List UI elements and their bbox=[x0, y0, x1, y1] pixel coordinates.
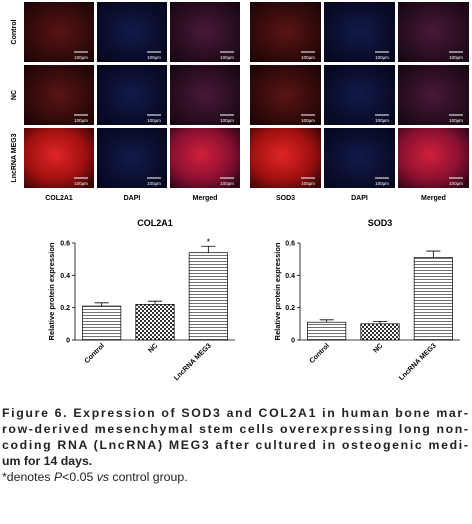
micrograph bbox=[24, 2, 94, 62]
bar bbox=[188, 252, 228, 341]
scale-label: 100μm bbox=[220, 118, 234, 123]
y-axis-label: Relative protein expression bbox=[47, 242, 56, 340]
column-label: Merged bbox=[193, 195, 218, 202]
scale-label: 100μm bbox=[74, 118, 88, 123]
bar bbox=[82, 305, 122, 341]
row-label: NC bbox=[11, 90, 18, 100]
note-part: control group. bbox=[109, 470, 188, 484]
column-label: COL2A1 bbox=[45, 195, 73, 202]
scale-label: 100μm bbox=[220, 55, 234, 60]
note-part: <0.05 bbox=[62, 470, 97, 484]
error-bar bbox=[201, 245, 216, 253]
x-tick-label: NC bbox=[372, 342, 384, 354]
y-tick-label: 0 bbox=[66, 338, 70, 345]
caption-line: um for 14 days. bbox=[2, 454, 92, 468]
micrograph bbox=[398, 65, 469, 125]
error-bar bbox=[373, 321, 387, 324]
scale-label: 100μm bbox=[147, 118, 161, 123]
bar bbox=[307, 321, 347, 341]
caption-line: coding RNA (LncRNA) MEG3 after cultured … bbox=[2, 438, 468, 452]
scale-label: 100μm bbox=[449, 55, 463, 60]
y-tick-label: 0.4 bbox=[285, 273, 295, 280]
column-label: SOD3 bbox=[276, 195, 295, 202]
micrograph bbox=[170, 65, 240, 125]
caption-line: Figure 6. Expression of SOD3 and COL2A1 … bbox=[2, 406, 468, 420]
scale-label: 100μm bbox=[375, 118, 389, 123]
significance-mark: * bbox=[207, 237, 211, 247]
micrograph bbox=[24, 65, 94, 125]
scale-label: 100μm bbox=[375, 55, 389, 60]
micrograph bbox=[24, 128, 94, 188]
scale-label: 100μm bbox=[74, 181, 88, 186]
bar bbox=[135, 304, 175, 341]
micrograph bbox=[250, 65, 321, 125]
micrograph bbox=[324, 128, 395, 188]
bar bbox=[413, 257, 453, 341]
scale-label: 100μm bbox=[449, 118, 463, 123]
column-label: DAPI bbox=[124, 195, 141, 202]
x-tick-label: NC bbox=[147, 342, 159, 354]
y-tick-label: 0.4 bbox=[60, 273, 70, 280]
y-tick-label: 0.6 bbox=[285, 241, 295, 248]
micrograph bbox=[97, 65, 167, 125]
x-tick-label: LncRNA MEG3 bbox=[173, 342, 213, 382]
error-bar bbox=[94, 302, 109, 307]
micrograph bbox=[97, 2, 167, 62]
scale-label: 100μm bbox=[301, 118, 315, 123]
error-bar bbox=[319, 319, 334, 323]
scale-label: 100μm bbox=[301, 181, 315, 186]
caption: Figure 6. Expression of SOD3 and COL2A1 … bbox=[2, 406, 468, 484]
x-tick-label: Control bbox=[309, 342, 332, 365]
row-label: Control bbox=[11, 20, 18, 45]
scale-label: 100μm bbox=[301, 55, 315, 60]
column-label: Merged bbox=[421, 195, 446, 202]
y-tick-label: 0.2 bbox=[285, 305, 295, 312]
column-label: DAPI bbox=[351, 195, 368, 202]
micrograph bbox=[250, 2, 321, 62]
scale-label: 100μm bbox=[74, 55, 88, 60]
caption-note: *denotes P<0.05 vs control group. bbox=[2, 470, 188, 484]
y-tick-label: 0.2 bbox=[60, 305, 70, 312]
micrograph bbox=[398, 128, 469, 188]
x-tick-label: Control bbox=[84, 342, 107, 365]
y-axis-label: Relative protein expression bbox=[273, 242, 282, 340]
bar bbox=[360, 323, 400, 341]
y-tick-label: 0.6 bbox=[60, 241, 70, 248]
error-bar bbox=[148, 300, 162, 305]
row-label: LncRNA MEG3 bbox=[11, 133, 18, 182]
y-tick-label: 0 bbox=[291, 338, 295, 345]
note-part: P bbox=[54, 470, 63, 484]
micrograph bbox=[324, 2, 395, 62]
caption-line: row-derived mesenchymal stem cells overe… bbox=[2, 422, 468, 436]
micrograph bbox=[250, 128, 321, 188]
chart-title: COL2A1 bbox=[137, 218, 173, 228]
micrograph bbox=[97, 128, 167, 188]
micrograph bbox=[170, 2, 240, 62]
scale-label: 100μm bbox=[147, 55, 161, 60]
note-part: *denotes bbox=[2, 470, 54, 484]
chart-title: SOD3 bbox=[368, 218, 393, 228]
micrograph bbox=[170, 128, 240, 188]
scale-label: 100μm bbox=[220, 181, 234, 186]
scale-label: 100μm bbox=[449, 181, 463, 186]
scale-label: 100μm bbox=[375, 181, 389, 186]
micrograph bbox=[398, 2, 469, 62]
micrograph bbox=[324, 65, 395, 125]
error-bar bbox=[426, 250, 441, 258]
note-part: vs bbox=[97, 470, 109, 484]
x-tick-label: LncRNA MEG3 bbox=[398, 342, 438, 382]
scale-label: 100μm bbox=[147, 181, 161, 186]
